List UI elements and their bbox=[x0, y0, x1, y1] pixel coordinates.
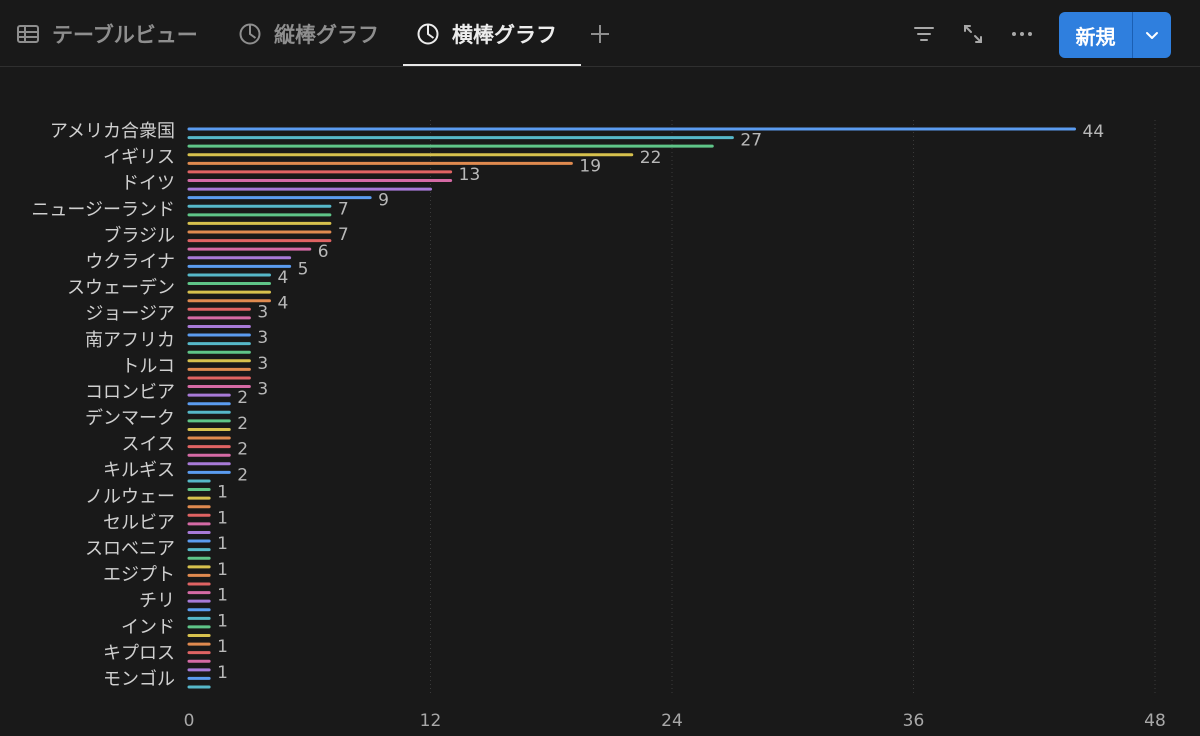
y-tick-label: トルコ bbox=[121, 356, 175, 377]
data-label: 1 bbox=[217, 663, 228, 683]
data-label: 3 bbox=[257, 328, 268, 348]
data-label: 19 bbox=[579, 156, 601, 176]
tab-label: 横棒グラフ bbox=[452, 23, 557, 47]
y-tick-label: ウクライナ bbox=[85, 251, 175, 272]
data-label: 6 bbox=[318, 242, 329, 262]
y-tick-label: モンゴル bbox=[103, 669, 175, 690]
data-label: 1 bbox=[217, 508, 228, 528]
data-label: 1 bbox=[217, 637, 228, 657]
data-label: 3 bbox=[257, 380, 268, 400]
table-icon bbox=[16, 22, 40, 46]
data-label: 2 bbox=[237, 388, 248, 408]
data-label: 7 bbox=[338, 225, 349, 245]
pie-chart-icon bbox=[238, 22, 262, 46]
y-tick-label: キルギス bbox=[103, 460, 175, 481]
y-tick-label: スロベニア bbox=[85, 539, 175, 560]
y-tick-label: スウェーデン bbox=[67, 278, 175, 299]
data-label: 1 bbox=[217, 611, 228, 631]
data-label: 2 bbox=[237, 440, 248, 460]
data-label: 22 bbox=[640, 148, 662, 168]
tab-label: テーブルビュー bbox=[52, 23, 198, 47]
y-tick-label: ジョージア bbox=[85, 304, 175, 325]
y-tick-label: コロンビア bbox=[85, 382, 175, 403]
data-label: 1 bbox=[217, 560, 228, 580]
y-tick-label: セルビア bbox=[103, 512, 175, 533]
tab-table-view[interactable]: テーブルビュー bbox=[16, 16, 198, 52]
data-label: 7 bbox=[338, 199, 349, 219]
data-label: 1 bbox=[217, 483, 228, 503]
view-tab-bar: テーブルビュー 縦棒グラフ 横棒グラフ 新規 bbox=[0, 0, 1200, 68]
data-label: 3 bbox=[257, 302, 268, 322]
data-label: 1 bbox=[217, 534, 228, 554]
data-label: 2 bbox=[237, 465, 248, 485]
more-icon[interactable] bbox=[1010, 22, 1034, 46]
y-tick-label: スイス bbox=[122, 434, 175, 455]
filter-icon[interactable] bbox=[912, 22, 936, 46]
data-label: 9 bbox=[378, 191, 389, 211]
y-tick-label: ニュージーランド bbox=[31, 199, 175, 220]
y-tick-label: ノルウェー bbox=[85, 486, 175, 507]
pie-chart-icon bbox=[416, 22, 440, 46]
x-tick-label: 36 bbox=[903, 711, 925, 731]
y-tick-label: インド bbox=[121, 617, 175, 638]
tab-bar-divider bbox=[0, 66, 1200, 67]
chevron-down-icon[interactable] bbox=[1133, 12, 1171, 58]
active-tab-indicator bbox=[403, 64, 581, 67]
data-label: 13 bbox=[459, 165, 481, 185]
data-label: 44 bbox=[1083, 122, 1105, 142]
y-tick-label: 南アフリカ bbox=[85, 330, 175, 351]
data-label: 4 bbox=[278, 294, 289, 314]
y-tick-label: デンマーク bbox=[85, 408, 175, 429]
tab-label: 縦棒グラフ bbox=[274, 23, 379, 47]
button-separator bbox=[1132, 12, 1133, 58]
tab-horizontal-bar-chart[interactable]: 横棒グラフ bbox=[416, 16, 557, 52]
x-tick-label: 48 bbox=[1144, 711, 1166, 731]
y-tick-label: イギリス bbox=[103, 147, 175, 168]
data-label: 4 bbox=[278, 268, 289, 288]
data-label: 2 bbox=[237, 414, 248, 434]
data-label: 5 bbox=[298, 259, 309, 279]
tab-vertical-bar-chart[interactable]: 縦棒グラフ bbox=[238, 16, 379, 52]
plus-icon[interactable] bbox=[588, 20, 612, 48]
data-label: 1 bbox=[217, 586, 228, 606]
x-tick-label: 24 bbox=[661, 711, 683, 731]
x-tick-label: 12 bbox=[420, 711, 442, 731]
x-tick-label: 0 bbox=[184, 711, 195, 731]
new-button-group: 新規 bbox=[1059, 12, 1171, 58]
expand-icon[interactable] bbox=[961, 22, 985, 46]
data-label: 27 bbox=[740, 131, 762, 151]
y-tick-label: チリ bbox=[139, 591, 175, 612]
new-button[interactable]: 新規 bbox=[1075, 24, 1116, 49]
y-tick-label: エジプト bbox=[103, 565, 175, 586]
y-tick-label: ドイツ bbox=[121, 173, 175, 194]
y-tick-label: キプロス bbox=[103, 643, 175, 664]
data-label: 3 bbox=[257, 354, 268, 374]
y-tick-label: アメリカ合衆国 bbox=[50, 121, 175, 142]
y-tick-label: ブラジル bbox=[103, 224, 175, 246]
horizontal-bar-chart: 0 12 24 36 484427221913977654433332222111111… bbox=[31, 120, 1166, 731]
